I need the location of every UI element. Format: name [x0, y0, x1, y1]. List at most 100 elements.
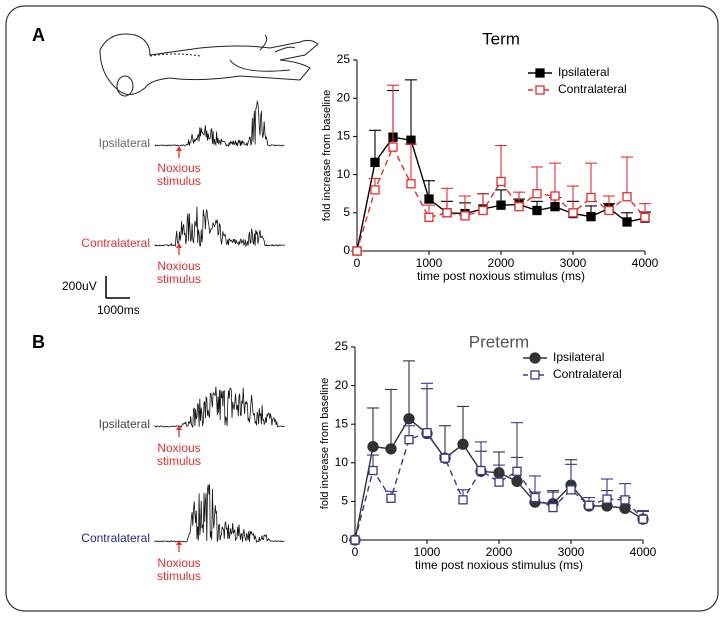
y-tick-label: 0 [341, 532, 348, 546]
marker [532, 189, 542, 199]
stimulus-label: Noxious stimulus [156, 556, 201, 583]
marker [511, 475, 523, 487]
marker [622, 192, 632, 202]
chart-title: Term [482, 29, 520, 48]
marker [350, 535, 360, 545]
marker [586, 211, 596, 222]
series-line [354, 431, 644, 541]
y-tick-label: 20 [335, 378, 349, 392]
marker [619, 502, 631, 514]
marker [442, 208, 452, 218]
legend-marker [529, 352, 541, 364]
y-tick-label: 10 [337, 167, 351, 181]
marker [532, 205, 542, 216]
trace-label: Ipsilateral [99, 136, 150, 150]
marker [388, 142, 398, 152]
marker [352, 246, 362, 256]
legend-marker [535, 68, 545, 78]
y-axis-label: fold increase from baseline [321, 90, 333, 221]
legend-marker [530, 370, 540, 380]
marker [566, 485, 576, 495]
marker [514, 202, 524, 212]
marker [403, 413, 415, 425]
chart-title: Preterm [469, 332, 529, 351]
marker [424, 212, 434, 223]
marker [638, 514, 648, 524]
scale-label: 200uV [62, 279, 97, 293]
marker [584, 500, 594, 510]
panel-label: A [32, 25, 45, 45]
marker [440, 453, 450, 463]
marker [385, 443, 397, 455]
marker [386, 493, 396, 503]
legend-label: Contralateral [553, 367, 622, 381]
y-tick-label: 15 [337, 129, 351, 143]
x-tick-label: 4000 [632, 256, 659, 270]
y-tick-label: 10 [335, 455, 349, 469]
marker [550, 191, 560, 201]
marker [512, 466, 522, 476]
stimulus-arrow [176, 243, 182, 248]
trace-label: Contralateral [81, 236, 150, 250]
stimulus-label: Noxious stimulus [156, 161, 201, 188]
emg-trace [154, 484, 285, 543]
y-tick-label: 25 [335, 339, 349, 353]
x-tick-label: 2000 [488, 256, 515, 270]
x-tick-label: 3000 [560, 256, 587, 270]
marker [496, 200, 506, 210]
infant-drawing [99, 33, 319, 97]
marker [586, 192, 596, 203]
legend-marker [535, 85, 545, 95]
x-tick-label: 4000 [630, 545, 657, 559]
trace-label: Ipsilateral [99, 417, 150, 431]
marker [457, 438, 469, 450]
marker [422, 428, 432, 438]
legend-label: Ipsilateral [558, 65, 609, 79]
y-tick-label: 0 [343, 243, 350, 257]
stimulus-label: Noxious stimulus [156, 259, 201, 286]
marker [496, 176, 506, 187]
x-axis-label: time post noxious stimulus (ms) [417, 269, 585, 283]
marker [568, 208, 578, 218]
y-tick-label: 15 [335, 416, 349, 430]
legend-label: Ipsilateral [553, 350, 604, 364]
marker [460, 211, 470, 221]
legend-label: Contralateral [558, 82, 627, 96]
series-line [356, 145, 646, 252]
x-tick-label: 3000 [558, 545, 585, 559]
x-tick-label: 1000 [416, 256, 443, 270]
marker [367, 440, 379, 453]
x-tick-label: 1000 [414, 545, 441, 559]
marker [548, 502, 558, 513]
emg-trace [154, 386, 285, 429]
marker [370, 185, 380, 195]
x-tick-label: 0 [354, 256, 361, 270]
y-tick-label: 5 [341, 494, 348, 508]
marker [620, 495, 630, 505]
marker [478, 205, 488, 216]
scale-label: 1000ms [97, 303, 140, 317]
stimulus-arrow [176, 540, 182, 545]
marker [370, 157, 380, 168]
y-tick-label: 5 [343, 205, 350, 219]
marker [602, 494, 612, 504]
marker [494, 477, 504, 487]
marker [530, 492, 540, 503]
stimulus-arrow [176, 146, 182, 151]
x-tick-label: 2000 [486, 545, 513, 559]
x-tick-label: 0 [352, 545, 359, 559]
marker [622, 217, 632, 227]
marker [368, 465, 378, 476]
panel-label: B [32, 332, 45, 352]
marker [550, 202, 560, 212]
marker [424, 194, 434, 204]
marker [458, 495, 468, 505]
trace-label: Contralateral [81, 531, 150, 545]
y-tick-label: 20 [337, 90, 351, 104]
marker [406, 179, 416, 189]
scale-bar [105, 276, 130, 299]
stimulus-arrow [176, 425, 182, 430]
marker [406, 135, 416, 145]
